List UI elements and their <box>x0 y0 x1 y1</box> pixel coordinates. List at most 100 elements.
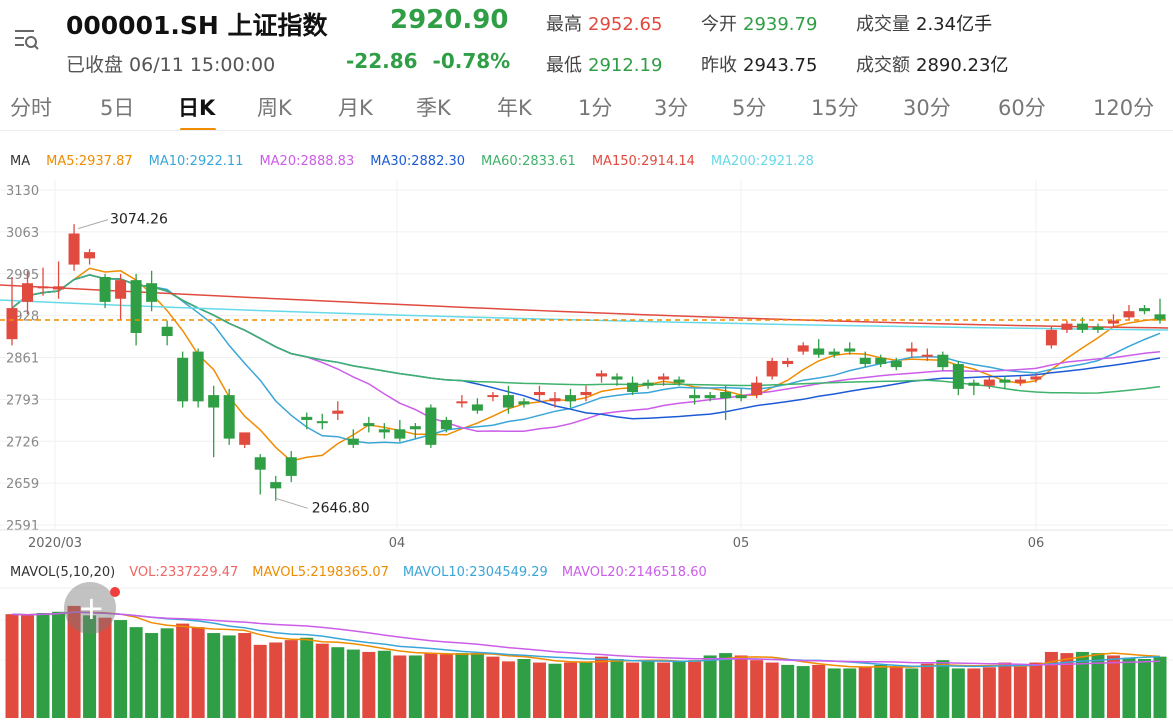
tab-3[interactable]: 周K <box>257 96 292 120</box>
quote-header: 000001.SH 上证指数 已收盘 06/11 15:00:00 2920.9… <box>0 0 1173 82</box>
volume-bar <box>129 627 143 718</box>
candle-body <box>394 429 406 439</box>
stat-open-label: 今开 <box>701 14 737 35</box>
tab-2[interactable]: 日K <box>178 96 216 120</box>
candle-body <box>177 357 189 402</box>
candle-body <box>1030 376 1042 380</box>
candle-body <box>844 348 856 352</box>
volume-bar <box>889 666 903 718</box>
candle-body <box>363 423 375 427</box>
tab-13[interactable]: 120分 <box>1093 96 1155 120</box>
crosshair-button[interactable]: + <box>64 582 116 634</box>
volume-bar <box>486 656 500 718</box>
volume-bar <box>5 614 19 718</box>
candle-body <box>378 429 390 433</box>
price-tick-label: 2928 <box>6 310 39 325</box>
candle-body <box>332 410 344 414</box>
volume-bar <box>114 620 128 718</box>
vol-legend-item-2: MAVOL10:2304549.29 <box>402 565 548 580</box>
tab-6[interactable]: 年K <box>497 96 532 120</box>
candle-body <box>99 277 111 302</box>
vol-legend-item-1: MAVOL5:2198365.07 <box>252 565 389 580</box>
ma150-line <box>0 284 1169 329</box>
volume-bar <box>1106 655 1120 718</box>
tab-7[interactable]: 1分 <box>578 96 613 120</box>
volume-legend: MAVOL(5,10,20) VOL:2337229.47 MAVOL5:21983… <box>10 565 721 580</box>
volume-bar <box>439 654 453 718</box>
date-label: 2020/03 <box>28 536 82 551</box>
mavol10-line <box>11 611 1161 668</box>
volume-bar <box>827 668 841 718</box>
candle-body <box>751 382 763 396</box>
candle-body <box>999 379 1011 383</box>
high-annotation-leader <box>77 219 109 230</box>
vol-legend-label: MAVOL(5,10,20) <box>10 565 116 580</box>
stat-amount-label: 成交额 <box>856 55 910 76</box>
volume-bar <box>1075 651 1089 718</box>
ma60-line <box>11 274 1161 394</box>
candle-body <box>115 280 127 299</box>
date-label: 06 <box>1028 536 1045 551</box>
candle-body <box>596 373 608 377</box>
mavol20-line <box>11 611 1161 666</box>
candle-body <box>828 351 840 355</box>
tab-12[interactable]: 60分 <box>998 96 1046 120</box>
volume-bar <box>982 667 996 718</box>
candle-body <box>456 401 468 404</box>
volume-bar <box>532 662 546 718</box>
volume-bar <box>563 662 577 718</box>
ma5-line <box>11 267 1161 462</box>
volume-bar <box>843 668 857 718</box>
tab-9[interactable]: 5分 <box>732 96 767 120</box>
candle-body <box>440 419 452 430</box>
volume-bar <box>145 633 159 718</box>
notification-dot <box>110 587 120 597</box>
price-tick-label: 2861 <box>6 352 39 367</box>
volume-bar <box>455 653 469 718</box>
volume-bar <box>346 649 360 718</box>
candle-body <box>208 395 220 408</box>
candle-body <box>285 457 297 476</box>
low-annotation-label: 2646.80 <box>312 500 370 516</box>
volume-bar <box>1029 662 1043 718</box>
volume-bar <box>300 637 314 718</box>
volume-bar <box>719 653 733 718</box>
price-tick-label: 3130 <box>6 184 39 199</box>
candle-body <box>471 404 483 411</box>
tab-10[interactable]: 15分 <box>811 96 859 120</box>
tab-4[interactable]: 月K <box>338 96 373 120</box>
candle-body <box>813 348 825 355</box>
stat-high: 最高 2952.65 <box>546 10 662 36</box>
volume-bar <box>284 640 298 718</box>
candle-body <box>658 376 670 380</box>
candle-body <box>316 421 328 424</box>
tab-11[interactable]: 30分 <box>903 96 951 120</box>
change-value: -22.86 <box>346 49 418 73</box>
candle-body <box>146 283 158 302</box>
volume-bar <box>191 627 205 718</box>
stock-name: 上证指数 <box>227 11 328 40</box>
tab-0[interactable]: 分时 <box>10 96 52 120</box>
menu-search-icon[interactable] <box>12 26 40 52</box>
vol-legend-item-0: VOL:2337229.47 <box>129 565 239 580</box>
volume-bar <box>1013 664 1027 718</box>
tab-1[interactable]: 5日 <box>100 96 135 120</box>
volume-bar <box>905 668 919 718</box>
candle-body <box>580 391 592 396</box>
stat-prev-label: 昨收 <box>701 55 737 76</box>
candle-body <box>735 395 747 399</box>
volume-bar <box>672 661 686 718</box>
candle-body <box>983 379 995 386</box>
ma-legend-item-2: MA20:2888.83 <box>259 154 355 169</box>
volume-bar <box>362 651 376 718</box>
volume-bar <box>1122 657 1136 718</box>
volume-bar <box>781 664 795 718</box>
volume-bar <box>796 666 810 718</box>
volume-bar <box>269 642 283 718</box>
volume-bar <box>936 660 950 718</box>
ma-legend-item-5: MA150:2914.14 <box>591 154 695 169</box>
price-tick-label: 3063 <box>6 226 39 241</box>
tab-8[interactable]: 3分 <box>654 96 689 120</box>
tab-5[interactable]: 季K <box>416 96 451 120</box>
volume-bar <box>408 655 422 718</box>
